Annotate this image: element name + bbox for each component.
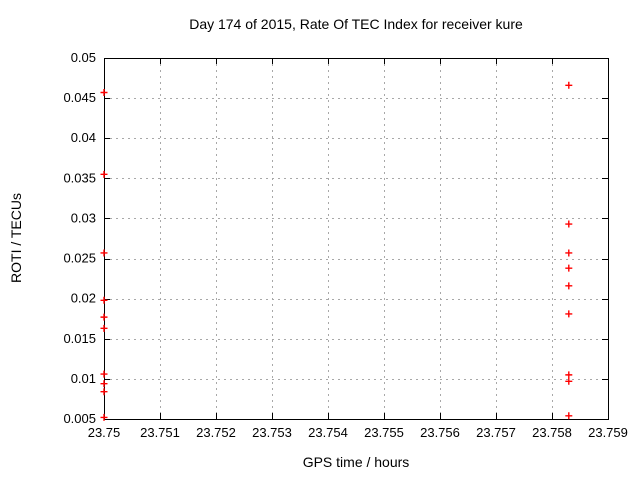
data-point-marker xyxy=(100,296,108,304)
x-tick-label: 23.753 xyxy=(252,425,292,440)
x-tick-label: 23.754 xyxy=(308,425,348,440)
data-point-marker xyxy=(100,380,108,388)
x-tick-label: 23.756 xyxy=(420,425,460,440)
data-point-marker xyxy=(565,371,573,379)
x-tick-label: 23.755 xyxy=(364,425,404,440)
data-point-marker xyxy=(100,170,108,178)
data-point-marker xyxy=(100,313,108,321)
x-tick-label: 23.759 xyxy=(588,425,628,440)
data-point-marker xyxy=(565,310,573,318)
y-tick-label: 0.02 xyxy=(71,291,96,306)
data-point-marker xyxy=(100,324,108,332)
y-tick-label: 0.03 xyxy=(71,210,96,225)
y-tick-label: 0.035 xyxy=(63,170,96,185)
data-point-marker xyxy=(565,81,573,89)
y-tick-label: 0.01 xyxy=(71,371,96,386)
chart-title: Day 174 of 2015, Rate Of TEC Index for r… xyxy=(189,16,523,32)
y-tick-label: 0.045 xyxy=(63,90,96,105)
x-axis-label: GPS time / hours xyxy=(302,454,410,470)
data-point-marker xyxy=(565,220,573,228)
data-point-marker xyxy=(565,377,573,385)
x-tick-label: 23.75 xyxy=(88,425,121,440)
y-tick-label: 0.04 xyxy=(71,130,96,145)
x-tick-label: 23.751 xyxy=(140,425,180,440)
data-point-marker xyxy=(100,249,108,257)
data-point-marker xyxy=(565,264,573,272)
data-point-marker xyxy=(100,388,108,396)
data-point-marker xyxy=(100,413,108,421)
y-tick-label: 0.025 xyxy=(63,251,96,266)
data-point-marker xyxy=(565,282,573,290)
data-point-marker xyxy=(565,412,573,420)
x-tick-label: 23.758 xyxy=(532,425,572,440)
x-tick-label: 23.752 xyxy=(196,425,236,440)
data-point-marker xyxy=(100,370,108,378)
y-tick-label: 0.005 xyxy=(63,411,96,426)
y-tick-label: 0.015 xyxy=(63,331,96,346)
data-point-marker xyxy=(565,249,573,257)
data-point-marker xyxy=(100,88,108,96)
x-tick-label: 23.757 xyxy=(476,425,516,440)
y-tick-label: 0.05 xyxy=(71,50,96,65)
